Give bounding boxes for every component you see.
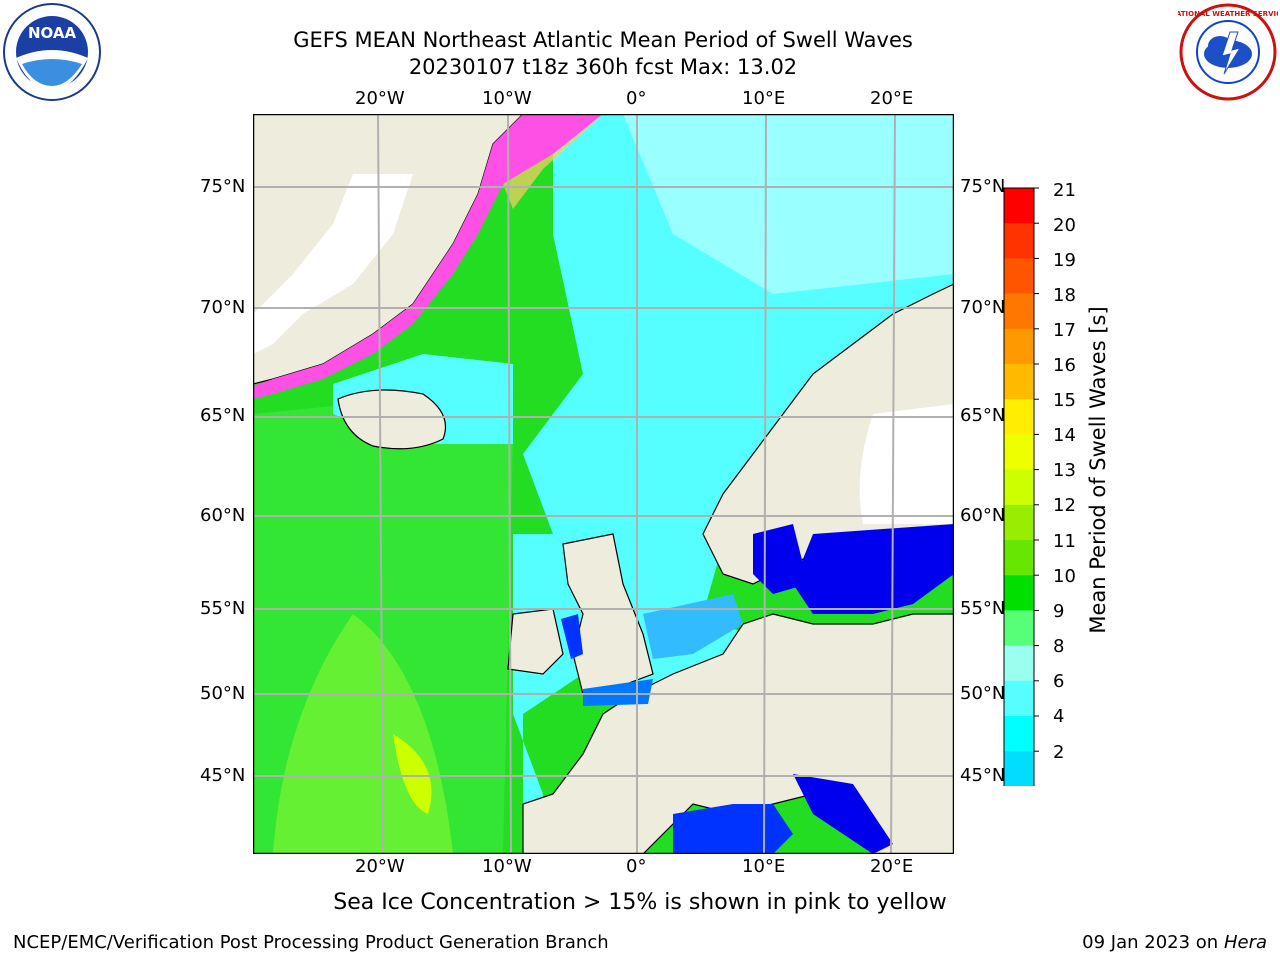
colorbar-tick-14: 14 [1053,425,1076,446]
map-svg [252,113,955,855]
colorbar-tick-8: 8 [1053,636,1065,657]
baltic-sea [793,524,954,614]
colorbar-tick-2: 2 [1053,742,1065,763]
lon-label-top-10w: 10°W [482,88,532,109]
lat-label-right-55n: 55°N [960,598,1006,619]
colorbar-segment [1004,293,1034,330]
colorbar [1003,187,1039,786]
adriatic-sea [793,774,893,854]
lat-label-left-75n: 75°N [200,176,246,197]
lon-label-top-0: 0° [626,88,647,109]
colorbar-segment [1004,645,1034,682]
lat-label-right-65n: 65°N [960,405,1006,426]
colorbar-segment [1004,504,1034,541]
colorbar-segment [1004,610,1034,647]
svg-text:NATIONAL WEATHER SERVICE: NATIONAL WEATHER SERVICE [1178,10,1278,18]
colorbar-segment [1004,540,1034,576]
noaa-logo-text: NOAA [28,24,77,42]
colorbar-tick-9: 9 [1053,601,1065,622]
colorbar-segment [1004,223,1034,259]
lat-label-left-55n: 55°N [200,598,246,619]
colorbar-tick-15: 15 [1053,390,1076,411]
noaa-logo: NOAA [2,2,102,102]
light-cyan-north [623,114,954,294]
colorbar-segment [1004,399,1034,435]
lon-label-bottom-10e: 10°E [742,856,786,877]
chart-subtitle: 20230107 t18z 360h fcst Max: 13.02 [408,55,798,79]
lat-label-left-70n: 70°N [200,297,246,318]
map-frame [252,113,955,855]
colorbar-tick-11: 11 [1053,531,1076,552]
gulf-of-bothnia-ice [859,404,954,524]
colorbar-segment [1004,364,1034,400]
yellow-green-patch [393,734,432,814]
mediterranean-west [673,804,793,854]
light-green-region [273,614,453,854]
footer-date-text: 09 Jan 2023 on [1082,932,1224,953]
kattegat [753,524,808,594]
lon-label-bottom-10w: 10°W [482,856,532,877]
sea-ice-edge [503,114,603,209]
colorbar-segment [1004,434,1034,471]
colorbar-tick-13: 13 [1053,460,1076,481]
footer-date: 09 Jan 2023 on Hera [1082,932,1267,953]
colorbar-tick-16: 16 [1053,355,1076,376]
lat-label-right-75n: 75°N [960,176,1006,197]
map-panel [252,113,955,855]
lon-label-top-20e: 20°E [870,88,914,109]
lon-label-bottom-0: 0° [626,856,647,877]
colorbar-segment [1004,258,1034,295]
colorbar-segment [1004,469,1034,506]
lat-label-right-50n: 50°N [960,683,1006,704]
english-channel [583,679,653,706]
chart-title: GEFS MEAN Northeast Atlantic Mean Period… [293,28,913,52]
colorbar-tick-19: 19 [1053,250,1076,271]
colorbar-segment [1004,188,1034,224]
lat-label-left-45n: 45°N [200,765,246,786]
colorbar-tick-10: 10 [1053,566,1076,587]
colorbar-tick-17: 17 [1053,320,1076,341]
nws-logo: NATIONAL WEATHER SERVICE [1170,2,1280,102]
lat-label-right-70n: 70°N [960,297,1006,318]
lat-label-left-50n: 50°N [200,683,246,704]
colorbar-tick-4: 4 [1053,706,1065,727]
sea-ice-note: Sea Ice Concentration > 15% is shown in … [333,890,947,915]
lat-label-left-60n: 60°N [200,505,246,526]
lat-label-right-45n: 45°N [960,765,1006,786]
footer-branch: NCEP/EMC/Verification Post Processing Pr… [13,932,609,953]
colorbar-segment [1004,328,1034,365]
lon-label-top-10e: 10°E [742,88,786,109]
colorbar-segment [1004,575,1034,611]
colorbar-title: Mean Period of Swell Waves [s] [1086,306,1110,634]
colorbar-segment [1004,716,1034,752]
colorbar-tick-12: 12 [1053,495,1076,516]
footer-machine: Hera [1223,932,1267,953]
colorbar-tick-6: 6 [1053,671,1065,692]
lat-label-left-65n: 65°N [200,405,246,426]
colorbar-tick-21: 21 [1053,180,1076,201]
colorbar-tick-18: 18 [1053,285,1076,306]
colorbar-segment [1004,751,1034,786]
lon-label-bottom-20w: 20°W [355,856,405,877]
iceland-land [337,389,447,450]
lon-label-top-20w: 20°W [355,88,405,109]
graticule [253,113,954,855]
lon-label-bottom-20e: 20°E [870,856,914,877]
colorbar-segment [1004,680,1034,717]
colorbar-tick-20: 20 [1053,215,1076,236]
lat-label-right-60n: 60°N [960,505,1006,526]
irish-sea [561,614,583,659]
north-sea-south [643,594,743,659]
